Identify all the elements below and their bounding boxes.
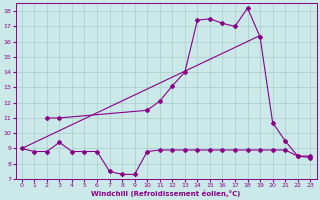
X-axis label: Windchill (Refroidissement éolien,°C): Windchill (Refroidissement éolien,°C) (91, 190, 241, 197)
